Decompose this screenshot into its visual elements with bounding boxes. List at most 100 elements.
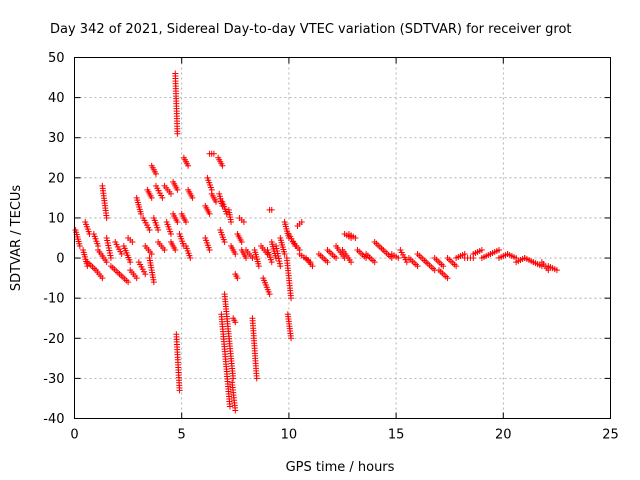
data-series-segment <box>120 243 134 266</box>
data-point <box>333 255 340 262</box>
data-point <box>127 259 134 266</box>
data-series-segment <box>99 182 110 221</box>
y-tick-label: 0 <box>56 252 64 267</box>
data-point <box>395 255 402 262</box>
data-point <box>206 210 213 217</box>
data-series-segment <box>167 239 179 254</box>
x-axis-label: GPS time / hours <box>286 460 395 475</box>
y-tick-label: -40 <box>43 412 64 427</box>
data-point <box>496 247 503 254</box>
data-series-segment <box>116 271 132 286</box>
data-point <box>174 186 181 193</box>
data-point <box>268 259 275 266</box>
axis-ticks <box>74 57 611 419</box>
y-tick-labels: -40 -30 -20 -10 0 10 20 30 40 50 <box>43 51 64 427</box>
data-point <box>230 375 237 382</box>
data-point <box>324 259 331 266</box>
data-point <box>371 259 378 266</box>
data-series-segment <box>161 182 174 197</box>
data-point <box>182 218 189 225</box>
y-tick-label: 40 <box>48 91 65 106</box>
data-series-segment <box>470 247 485 258</box>
data-point <box>148 251 155 258</box>
data-series-segment <box>388 251 402 262</box>
data-point <box>125 279 132 286</box>
data-series-segment <box>127 267 140 282</box>
data-point <box>288 295 295 302</box>
x-tick-label: 0 <box>70 428 78 443</box>
data-point <box>273 245 280 252</box>
data-point <box>255 263 262 270</box>
data-point <box>103 214 110 221</box>
data-series-segment <box>243 247 256 262</box>
data-series-segment <box>133 194 144 217</box>
data-series-segment <box>142 243 155 258</box>
data-series-segment <box>225 206 235 225</box>
data-series-segment <box>204 174 215 193</box>
data-point <box>107 255 114 262</box>
data-point <box>104 240 111 247</box>
data-point <box>453 263 460 270</box>
data-series-segment <box>176 230 187 250</box>
data-series-segment <box>229 379 239 414</box>
data-series-segment <box>107 263 123 278</box>
data-series-segment <box>339 247 355 266</box>
data-point <box>352 235 359 241</box>
data-point <box>228 218 235 225</box>
data-series-segment <box>144 186 155 201</box>
data-series-segment <box>92 267 106 282</box>
data-point <box>167 230 174 237</box>
data-point <box>281 251 288 258</box>
data-series-segment <box>294 218 305 229</box>
data-points <box>72 70 560 414</box>
data-series-segment <box>178 210 189 225</box>
data-point <box>232 319 239 326</box>
data-point <box>118 251 125 258</box>
y-tick-label: -20 <box>43 332 64 347</box>
data-point <box>133 275 140 282</box>
data-point <box>234 275 241 282</box>
data-point <box>553 267 560 274</box>
data-series-segment <box>163 218 174 237</box>
data-point <box>238 239 245 246</box>
data-point <box>155 226 162 233</box>
data-series-segment <box>125 235 136 246</box>
data-series-segment <box>146 255 157 286</box>
data-point <box>249 255 256 262</box>
data-point <box>226 403 233 410</box>
data-series-segment <box>180 154 192 169</box>
data-point <box>174 130 181 137</box>
data-point <box>274 250 281 257</box>
y-axis-label: SDTVAR / TECUs <box>9 185 24 292</box>
data-series-segment <box>232 271 241 282</box>
data-point <box>232 251 239 258</box>
data-point <box>152 170 159 177</box>
data-point <box>275 255 282 262</box>
data-point <box>276 260 283 267</box>
data-point <box>129 239 136 246</box>
data-point <box>275 253 282 260</box>
data-series-segment <box>461 255 477 262</box>
data-point <box>148 194 155 201</box>
data-series-segment <box>303 255 316 270</box>
data-series-segment <box>354 247 370 262</box>
data-series-segment <box>215 154 226 169</box>
data-point <box>268 206 275 213</box>
data-series-segment <box>140 214 153 233</box>
x-tick-labels: 0 5 10 15 20 25 <box>70 428 618 443</box>
data-series-segment <box>221 291 237 382</box>
data-series-segment <box>487 247 503 258</box>
data-point <box>105 242 112 249</box>
data-series-segment <box>251 247 262 270</box>
data-series-segment <box>90 230 102 250</box>
data-series-segment <box>217 226 228 246</box>
data-series-segment <box>341 230 355 241</box>
y-tick-label: 30 <box>48 131 65 146</box>
y-tick-label: 20 <box>48 171 65 186</box>
data-point <box>206 247 213 254</box>
data-series-segment <box>230 315 239 326</box>
data-point <box>478 247 485 254</box>
data-series-segment <box>281 218 292 241</box>
data-series-segment <box>444 255 460 270</box>
data-point <box>107 252 114 259</box>
